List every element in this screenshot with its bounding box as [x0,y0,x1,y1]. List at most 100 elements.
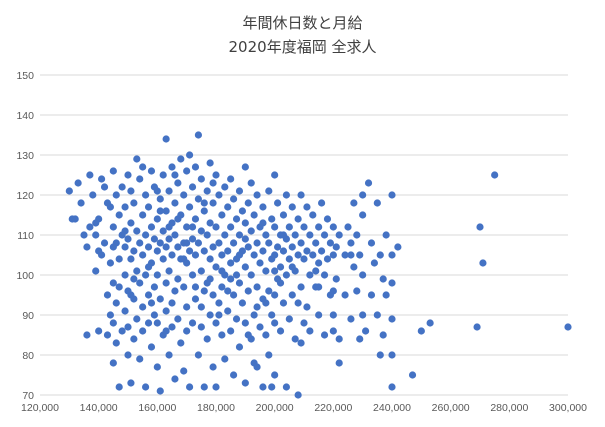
y-tick-label: 150 [16,70,34,82]
data-point [118,327,126,335]
data-point [309,251,317,259]
data-point [74,179,82,187]
data-point [218,251,226,259]
data-point [359,191,367,199]
data-point [235,231,244,239]
data-point [186,151,194,159]
data-point [271,319,279,327]
data-point [188,223,197,231]
data-point [303,203,311,211]
data-point [177,155,185,163]
data-point [139,211,147,219]
data-point [118,183,126,191]
data-point [244,331,252,339]
data-point [206,219,214,227]
data-point [259,219,267,227]
data-point [388,279,396,287]
data-point [382,231,390,239]
data-point [124,323,132,331]
data-point [159,255,167,263]
data-point [197,267,205,275]
data-point [153,187,161,195]
data-point [86,171,94,179]
data-point [332,243,340,251]
data-point [373,199,381,207]
data-point [335,359,343,367]
x-tick-label: 180,000 [197,402,235,414]
data-point [306,327,314,335]
data-point [218,211,226,219]
data-point [197,175,205,183]
data-point [335,231,343,239]
data-point [232,315,241,323]
data-point [156,207,164,215]
data-point [306,271,314,279]
data-point [147,167,156,175]
data-point [188,319,197,327]
x-axis-tick-labels: 120,000 140,000 160,000 180,000 200,000 220,0… [21,402,587,414]
data-point [282,191,290,199]
data-point [209,179,217,187]
data-point [121,307,129,315]
data-point [162,207,170,215]
data-point [144,203,153,211]
data-point [103,291,112,299]
data-point [353,231,361,239]
data-point [230,291,238,299]
data-point [174,215,182,223]
data-point [212,223,220,231]
data-point [171,375,179,383]
data-point [350,199,358,207]
data-point [139,251,147,259]
data-point [376,351,384,359]
data-point [312,239,320,247]
data-point [265,287,273,295]
y-tick-label: 90 [22,310,34,322]
data-point [174,315,182,323]
data-point [262,331,270,339]
data-point [174,243,182,251]
data-point [362,327,370,335]
data-point [300,255,308,263]
data-point [212,319,220,327]
data-point [271,291,279,299]
data-point [315,223,323,231]
data-point [329,287,337,295]
data-point [218,283,226,291]
data-point [174,275,182,283]
data-point [359,211,367,219]
data-point [109,279,117,287]
data-point [379,331,387,339]
data-point [136,355,144,363]
chart-title: 年間休日数と月給 [242,14,363,32]
data-point [215,239,223,247]
data-point [373,311,381,319]
data-point [171,171,179,179]
data-point [250,311,258,319]
data-point [191,163,200,171]
data-point [139,327,147,335]
data-point [271,251,279,259]
data-point [259,203,267,211]
data-point [329,251,337,259]
data-point [121,203,129,211]
x-tick-label: 120,000 [21,402,59,414]
data-point [318,247,326,255]
data-point [323,255,332,263]
data-point [142,271,150,279]
data-point [139,303,147,311]
data-point [209,243,217,251]
data-point [171,231,179,239]
data-point [230,371,238,379]
data-point [203,335,211,343]
data-point [109,319,117,327]
data-point [112,299,120,307]
data-point [341,291,349,299]
data-point [341,251,349,259]
data-point [232,215,241,223]
data-point [212,263,220,271]
y-tick-label: 100 [16,270,34,282]
data-point [168,299,176,307]
